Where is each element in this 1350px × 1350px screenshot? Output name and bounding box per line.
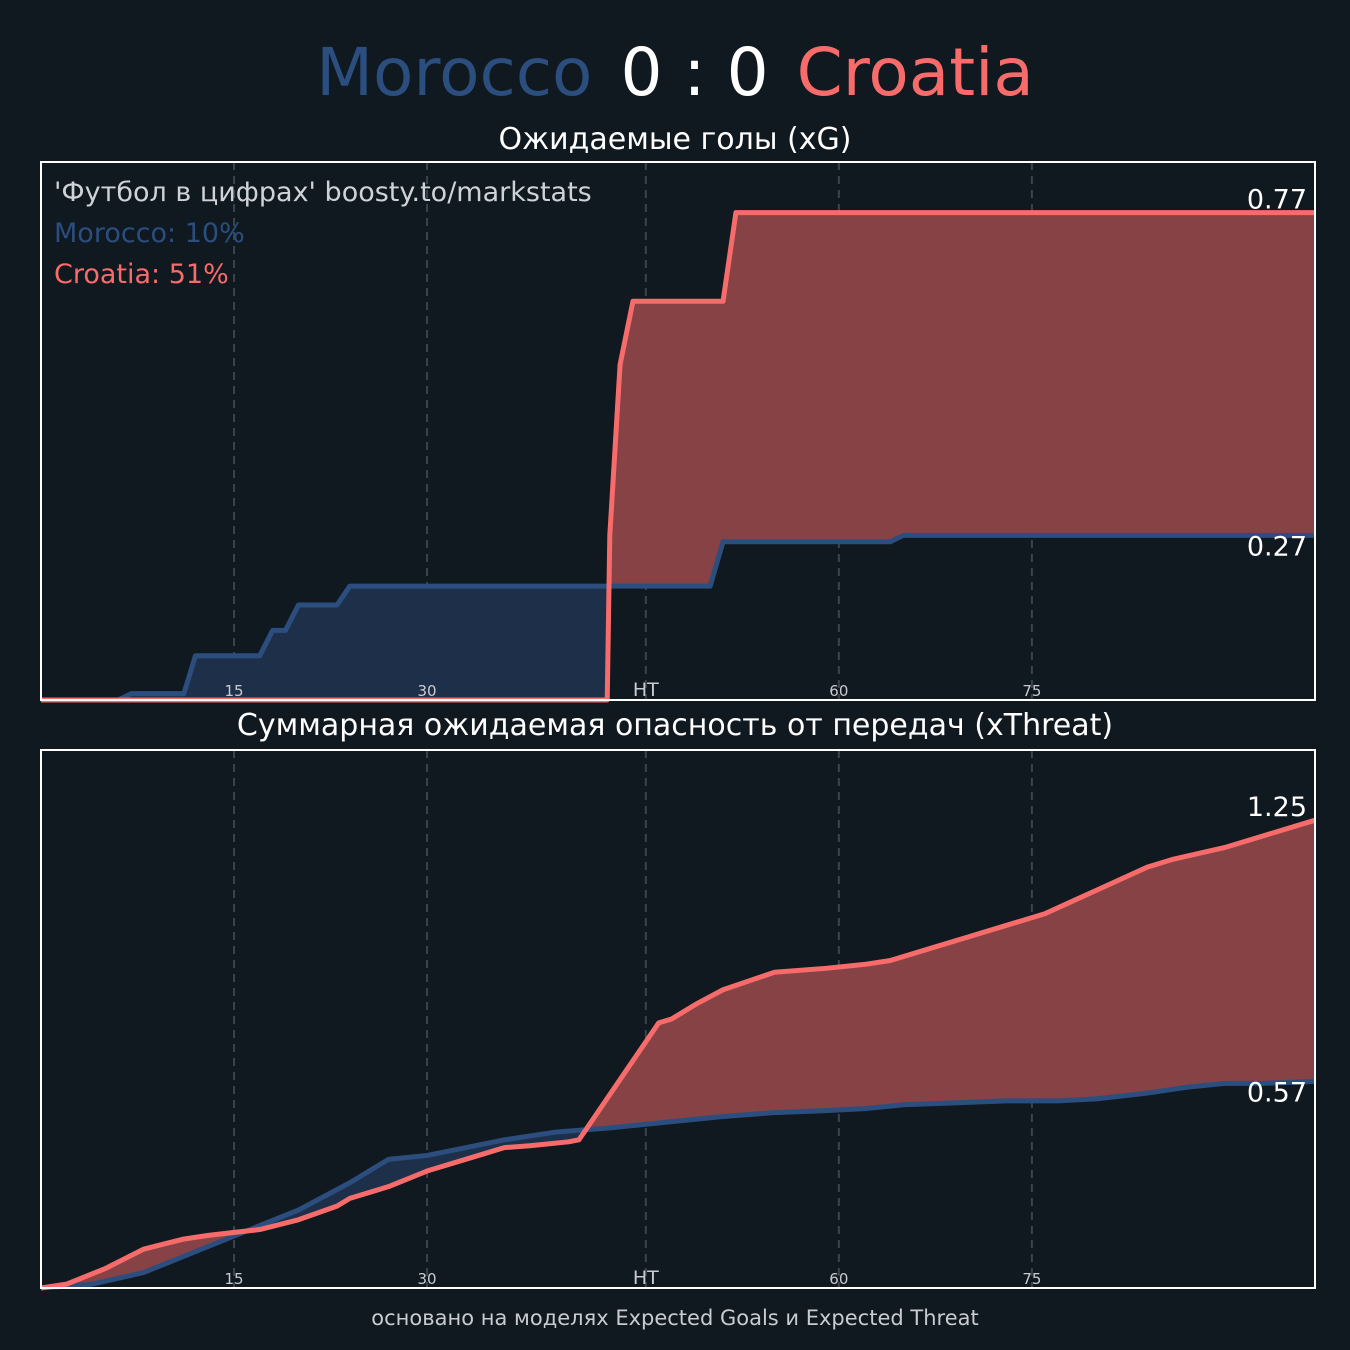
croatia-lead-area	[41, 212, 1315, 700]
x-tick-label: 30	[418, 682, 437, 700]
footer-note: основано на моделях Expected Goals и Exp…	[371, 1306, 979, 1330]
xg-chart-title: Ожидаемые голы (xG)	[498, 122, 852, 157]
match-score: 0 : 0	[620, 34, 769, 111]
morocco-end-value: 0.27	[1247, 531, 1307, 562]
x-tick-label: 60	[829, 1270, 848, 1288]
x-tick-label: 15	[224, 682, 243, 700]
plot-frame	[40, 161, 1316, 701]
credit-text: 'Футбол в цифрах' boosty.to/markstats	[54, 177, 592, 208]
x-tick-label: 15	[224, 1270, 243, 1288]
home-team-name: Morocco	[316, 34, 593, 111]
xthreat-chart: 0.57 1.25 15 30 HT 60 75	[40, 749, 1316, 1291]
croatia-lead-area	[41, 820, 1315, 1288]
croatia-end-value: 1.25	[1247, 792, 1307, 823]
morocco-end-value: 0.57	[1247, 1077, 1307, 1108]
legend-info: 'Футбол в цифрах' boosty.to/markstats Mo…	[54, 172, 592, 295]
x-tick-label: 75	[1022, 1270, 1041, 1288]
x-tick-label: 60	[829, 682, 848, 700]
away-team-name: Croatia	[796, 34, 1034, 111]
home-win-probability: Morocco: 10%	[54, 218, 245, 249]
croatia-line	[40, 817, 1316, 1291]
x-tick-label: HT	[633, 679, 659, 701]
croatia-line	[41, 210, 1315, 703]
x-tick-label: HT	[633, 1267, 659, 1289]
xg-chart: 0.27 0.77 15 30 HT 60 75	[40, 161, 1316, 703]
x-tick-label: 75	[1022, 682, 1041, 700]
x-tick-label: 30	[418, 1270, 437, 1288]
croatia-end-value: 0.77	[1247, 185, 1307, 216]
xthreat-chart-title: Суммарная ожидаемая опасность от передач…	[236, 708, 1114, 743]
plot-frame	[40, 749, 1316, 1289]
away-win-probability: Croatia: 51%	[54, 259, 229, 290]
match-header: Morocco 0 : 0 Croatia	[0, 28, 1350, 118]
morocco-line	[41, 532, 1315, 703]
